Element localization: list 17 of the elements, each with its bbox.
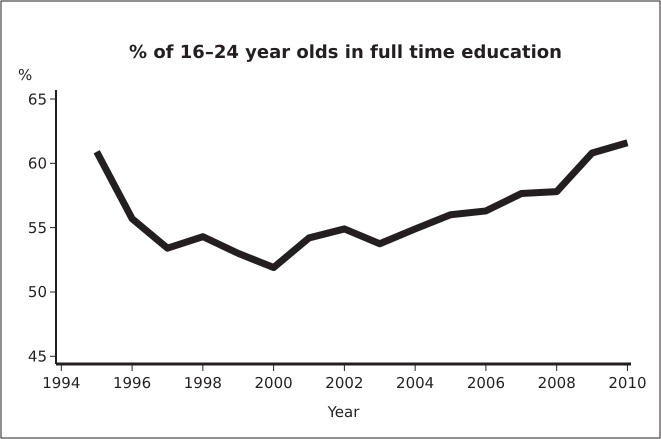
- y-axis-title: %: [18, 66, 32, 84]
- x-tick-label: 1998: [184, 374, 222, 392]
- x-axis-title: Year: [326, 403, 360, 421]
- y-tick-label: 60: [28, 154, 47, 173]
- chart-title: % of 16–24 year olds in full time education: [129, 42, 562, 63]
- y-tick-label: 65: [28, 90, 47, 108]
- x-tick-label: 2008: [538, 374, 576, 392]
- y-tick-label: 55: [28, 218, 47, 237]
- x-tick-label: 2006: [466, 374, 506, 392]
- x-tick-label: 1996: [112, 374, 152, 392]
- x-tick-label: 2010: [608, 374, 647, 392]
- x-tick-label: 1994: [42, 374, 80, 392]
- y-tick-label: 45: [28, 348, 47, 366]
- x-tick-label: 2004: [396, 374, 434, 392]
- x-tick-label: 2002: [325, 374, 364, 392]
- x-tick-label: 2000: [254, 374, 293, 392]
- y-tick-label: 50: [28, 283, 47, 302]
